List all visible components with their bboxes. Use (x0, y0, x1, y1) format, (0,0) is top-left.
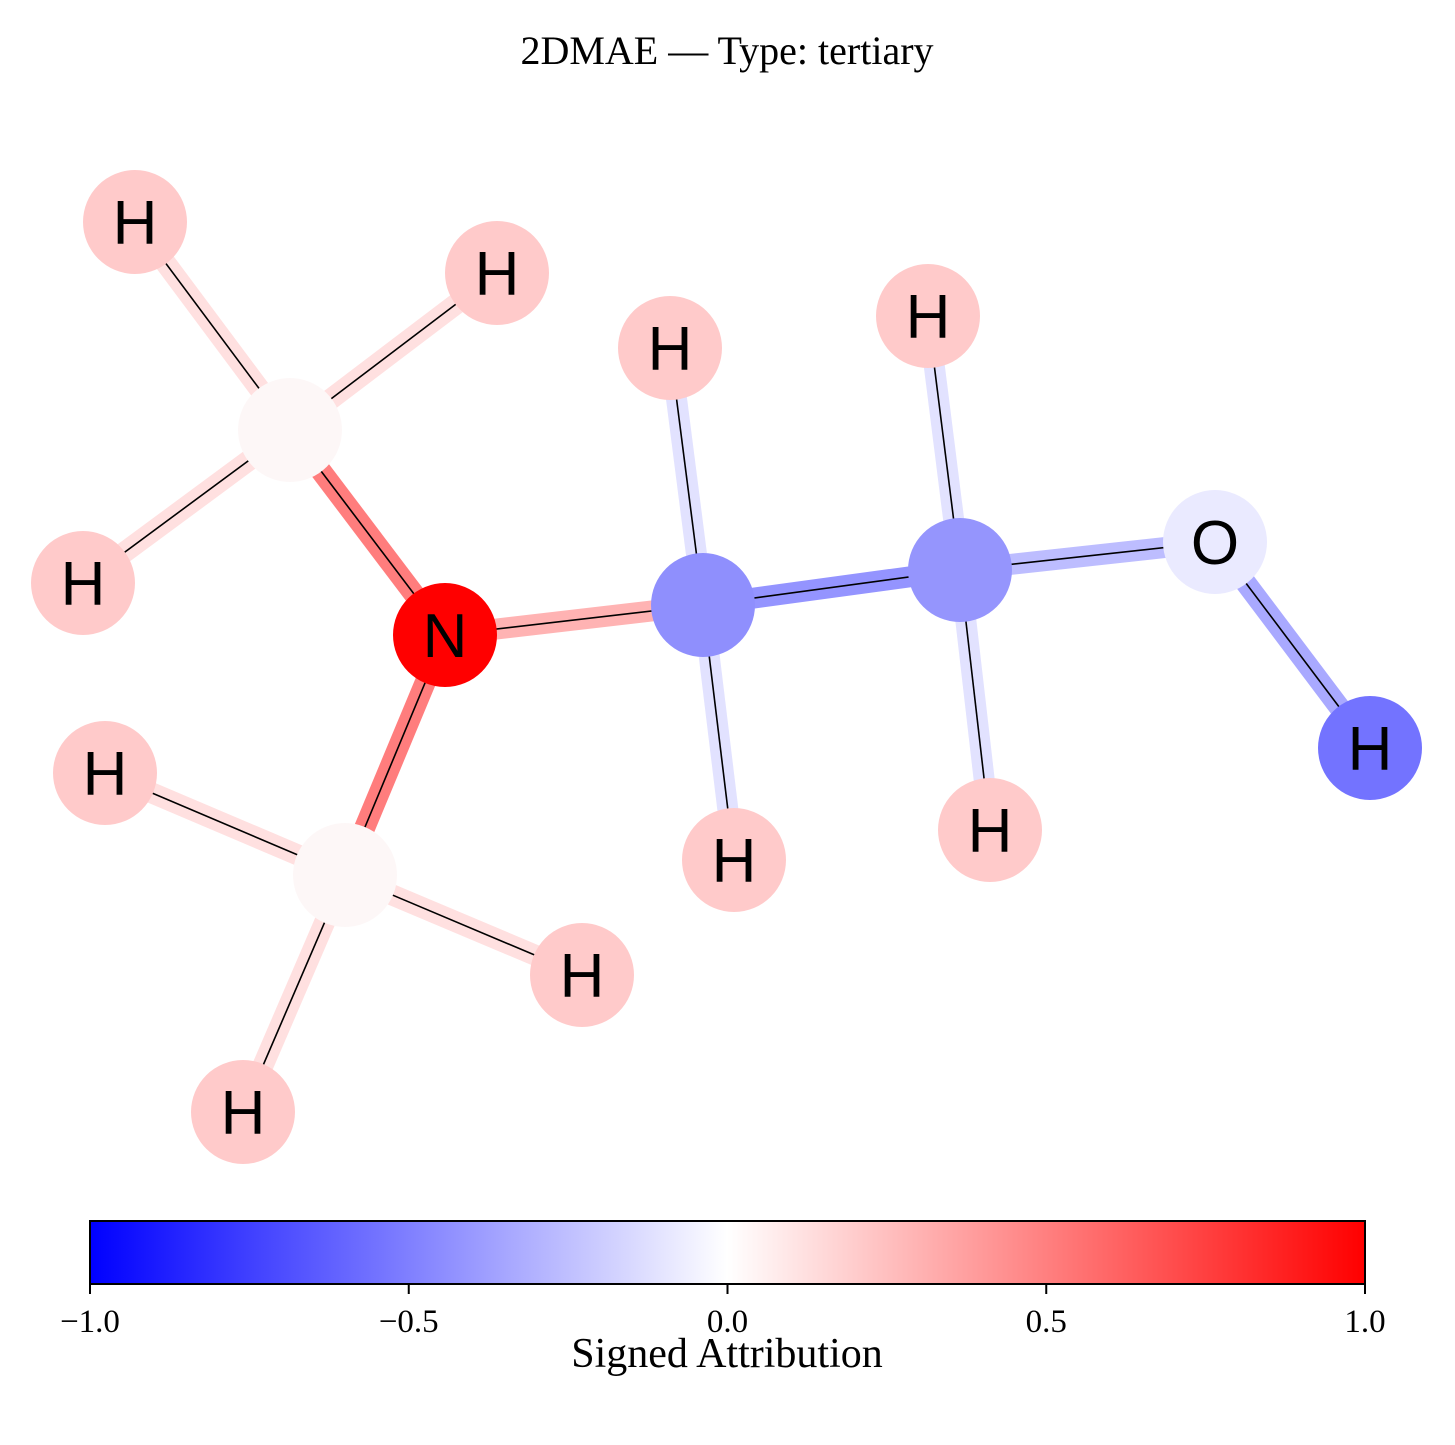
atom-node-H9 (876, 264, 980, 368)
atom-H3: H (31, 531, 135, 635)
atom-node-C4 (908, 518, 1012, 622)
atom-C2 (293, 823, 397, 927)
atom-label-N1: N (423, 602, 468, 671)
colorbar-tick-label: 0.0 (707, 1304, 748, 1340)
colorbar-gradient (89, 1220, 1366, 1285)
figure-title: 2DMAE — Type: tertiary (520, 28, 933, 73)
atom-C1 (238, 378, 342, 482)
atom-label-H8: H (712, 827, 757, 896)
atom-H6: H (191, 1060, 295, 1164)
bond-attribution-layer (76, 215, 1379, 1117)
atom-C3 (651, 553, 755, 657)
atom-H2: H (445, 221, 549, 325)
atom-label-O1: O (1191, 509, 1239, 578)
atom-label-H10: H (968, 797, 1013, 866)
atom-H4: H (53, 721, 157, 825)
atom-label-H1: H (113, 189, 158, 258)
atom-O1: O (1163, 490, 1267, 594)
atom-node-C3 (651, 553, 755, 657)
atom-H1: H (83, 170, 187, 274)
atom-node-H8 (682, 808, 786, 912)
atom-H11: H (1318, 696, 1422, 800)
atom-N1: N (393, 583, 497, 687)
atom-H9: H (876, 264, 980, 368)
atom-label-H5: H (560, 942, 605, 1011)
colorbar-tick-label: 0.5 (1026, 1304, 1067, 1340)
atom-label-H3: H (61, 550, 106, 619)
colorbar-ticks: −1.0 −0.5 0.0 0.5 1.0 (60, 1284, 1386, 1340)
atom-H7: H (618, 296, 722, 400)
atom-node-N1 (393, 583, 497, 687)
atom-node-H11 (1318, 696, 1422, 800)
colorbar-tick-label: 1.0 (1344, 1304, 1385, 1340)
atom-label-H11: H (1348, 715, 1393, 784)
atom-node-H1 (83, 170, 187, 274)
atom-node-H4 (53, 721, 157, 825)
atom-C4 (908, 518, 1012, 622)
atom-node-H6 (191, 1060, 295, 1164)
atom-node-H10 (938, 778, 1042, 882)
colorbar-tick-label: −1.0 (60, 1304, 120, 1340)
molecule-graph: N O H H H H H H H H H H H (31, 170, 1422, 1164)
atom-label-H4: H (83, 740, 128, 809)
atom-label-H2: H (475, 240, 520, 309)
atom-node-C1 (238, 378, 342, 482)
atom-node-H2 (445, 221, 549, 325)
atom-label-H9: H (906, 283, 951, 352)
atom-node-C2 (293, 823, 397, 927)
atom-H10: H (938, 778, 1042, 882)
bond-line-layer (82, 221, 1371, 1113)
atom-node-O1 (1163, 490, 1267, 594)
colorbar-tick-label: −0.5 (379, 1304, 439, 1340)
atom-node-H5 (530, 923, 634, 1027)
atom-H8: H (682, 808, 786, 912)
atom-node-H7 (618, 296, 722, 400)
colorbar-label: Signed Attribution (571, 1331, 883, 1377)
atom-layer: N O H H H H H H H H H H H (31, 170, 1422, 1164)
atom-label-H6: H (221, 1079, 266, 1148)
atom-H5: H (530, 923, 634, 1027)
atom-node-H3 (31, 531, 135, 635)
colorbar: −1.0 −0.5 0.0 0.5 1.0 Signed Attribution (60, 1220, 1386, 1377)
atom-label-H7: H (648, 315, 693, 384)
